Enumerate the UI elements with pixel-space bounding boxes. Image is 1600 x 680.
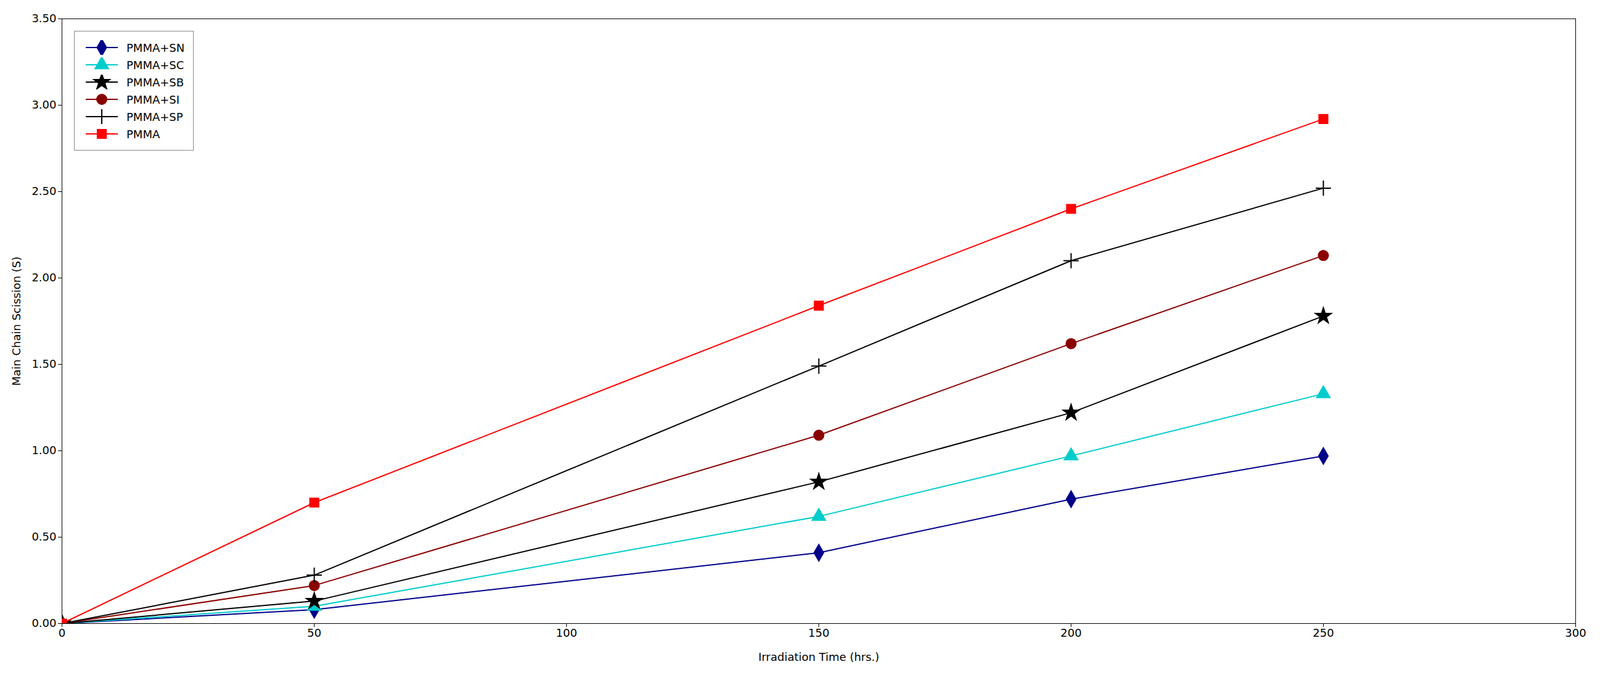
svg-text:300: 300 <box>1564 626 1586 640</box>
svg-text:2.00: 2.00 <box>31 270 57 284</box>
html-text:PMMA+SC: PMMA+SC <box>126 58 184 72</box>
html-text:PMMA: PMMA <box>126 127 160 141</box>
svg-text:50: 50 <box>307 626 322 640</box>
svg-text:0.00: 0.00 <box>31 616 57 630</box>
svg-text:1.00: 1.00 <box>31 443 57 457</box>
svg-text:2.50: 2.50 <box>31 184 57 198</box>
svg-text:Irradiation Time (hrs.): Irradiation Time (hrs.) <box>758 650 879 664</box>
html-text:PMMA+SN: PMMA+SN <box>126 41 185 54</box>
svg-text:0.50: 0.50 <box>31 529 57 543</box>
svg-text:1.50: 1.50 <box>31 357 57 371</box>
html-text:PMMA+SB: PMMA+SB <box>126 75 184 89</box>
svg-text:Main Chain Scission (S): Main Chain Scission (S) <box>9 256 23 387</box>
svg-text:3.00: 3.00 <box>31 98 57 112</box>
svg-text:150: 150 <box>808 626 829 640</box>
html-text:PMMA+SI: PMMA+SI <box>126 92 180 106</box>
svg-text:100: 100 <box>555 626 577 640</box>
svg-text:250: 250 <box>1312 626 1334 640</box>
html-text:PMMA+SP: PMMA+SP <box>126 110 183 124</box>
svg-text:200: 200 <box>1060 626 1082 640</box>
svg-text:0: 0 <box>58 626 66 640</box>
svg-text:3.50: 3.50 <box>31 11 57 25</box>
